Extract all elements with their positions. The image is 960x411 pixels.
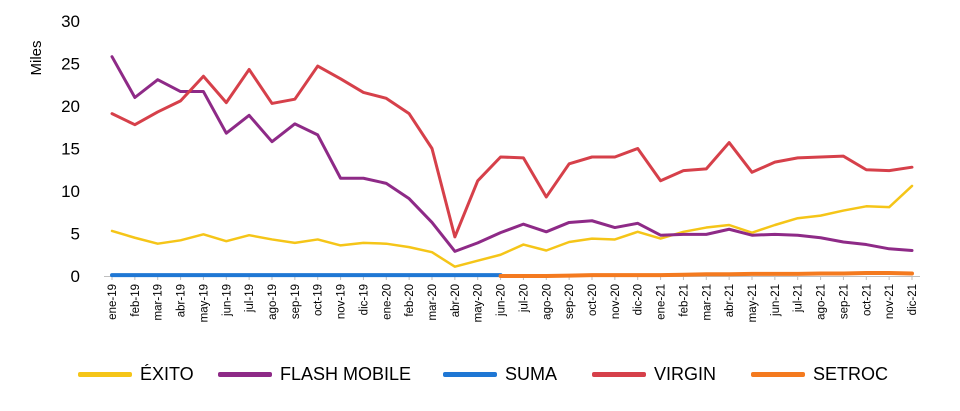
x-tick-label: feb-20 [404,284,416,317]
x-tick-label: jun-19 [221,284,233,317]
y-tick-label: 30 [61,12,80,31]
legend-swatch-exito [78,371,132,377]
x-tick-label: ago-19 [267,284,279,320]
x-tick-label: may-20 [473,284,485,322]
x-tick-label: abr-19 [176,284,188,317]
series-lines [110,55,914,278]
legend: ÉXITO FLASH MOBILE SUMA VIRGIN SETROC [0,356,960,392]
x-tick-label: may-19 [198,284,210,322]
x-tick-label: ago-21 [816,284,828,320]
x-tick-label: oct-19 [313,284,325,316]
x-tick-label: ene-19 [107,284,119,320]
x-tick-label: feb-21 [678,284,690,317]
legend-swatch-suma [443,371,497,377]
y-tick-label: 20 [61,97,80,116]
x-tick-label: abr-21 [724,284,736,317]
x-tick-label: abr-20 [450,284,462,317]
series-line--xito [110,184,914,268]
legend-label-exito: ÉXITO [140,363,194,384]
x-tick-label: sep-19 [290,284,302,319]
y-tick-label: 25 [61,55,80,74]
x-tick-label: oct-21 [861,284,873,316]
x-tick-label: nov-19 [336,284,348,319]
x-tick-label: nov-20 [610,284,622,319]
x-tick-label: sep-20 [564,284,576,319]
x-tick-label: ene-20 [381,284,393,320]
x-axis-ticks: ene-19 feb-19 mar-19 abr-19 may-19 jun-19 jul-… [107,276,919,322]
x-tick-label: ago-20 [541,284,553,320]
x-tick-label: mar-21 [701,284,713,320]
x-tick-label: dic-19 [358,284,370,315]
line-chart: Miles 0 5 10 15 20 25 30 ene-19 feb-19 mar-19 abr… [28,12,920,322]
x-tick-label: feb-19 [130,284,142,317]
series-line-flash-mobile [110,55,914,253]
legend-label-setroc: SETROC [813,363,889,384]
series-line-virgin [110,64,914,239]
legend-item-setroc: SETROC [751,356,888,392]
x-tick-label: jul-21 [793,284,805,313]
x-tick-label: nov-21 [884,284,896,319]
x-tick-label: jun-20 [496,284,508,317]
x-tick-label: jul-19 [244,284,256,313]
legend-swatch-flash-mobile [218,371,272,377]
x-tick-label: mar-19 [153,284,165,320]
x-tick-label: may-21 [747,284,759,322]
x-tick-label: jun-21 [770,284,782,317]
y-tick-label: 5 [71,225,80,244]
legend-item-exito: ÉXITO [78,356,194,392]
legend-item-virgin: VIRGIN [592,356,716,392]
legend-swatch-setroc [751,371,805,377]
legend-item-suma: SUMA [443,356,557,392]
y-tick-label: 15 [61,140,80,159]
y-axis-ticks: 0 5 10 15 20 25 30 [61,12,80,286]
x-tick-label: jul-20 [518,284,530,313]
y-tick-label: 10 [61,182,80,201]
x-tick-label: dic-20 [633,284,645,315]
series-line-setroc [498,271,914,278]
x-tick-label: dic-21 [907,284,919,315]
x-tick-label: mar-20 [427,284,439,320]
x-tick-label: oct-20 [587,284,599,316]
y-axis-label: Miles [28,40,45,75]
x-tick-label: ene-21 [656,284,668,320]
legend-label-suma: SUMA [505,363,558,384]
legend-item-flash-mobile: FLASH MOBILE [218,356,411,392]
y-tick-label: 0 [71,267,80,286]
legend-label-flash-mobile: FLASH MOBILE [280,363,412,384]
legend-swatch-virgin [592,371,646,377]
legend-label-virgin: VIRGIN [654,363,717,384]
x-tick-label: sep-21 [838,284,850,319]
